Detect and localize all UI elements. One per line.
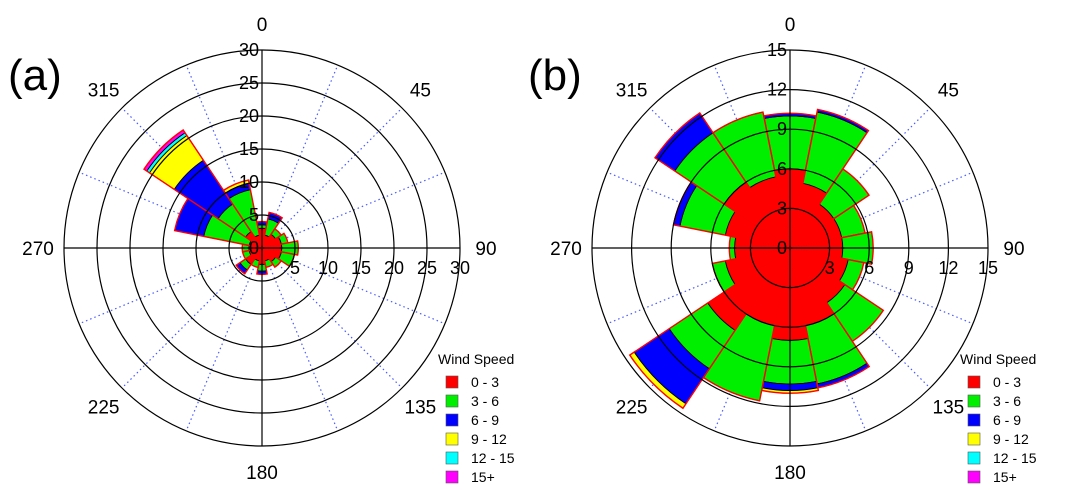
- ring-label-north: 15: [239, 139, 259, 159]
- legend-item-label: 3 - 6: [993, 393, 1021, 409]
- ring-label-north: 30: [239, 40, 259, 60]
- legend-item-label: 12 - 15: [993, 450, 1037, 466]
- sector-45-outline: [789, 168, 870, 249]
- legend-item-label: 15+: [993, 469, 1017, 485]
- sector-315-outline: [654, 112, 791, 249]
- panel-label-b: (b): [528, 51, 582, 100]
- legend-item-label: 6 - 9: [993, 412, 1021, 428]
- ring-label-east: 9: [904, 258, 914, 278]
- sector-22.5-outline: [261, 211, 284, 249]
- direction-label-270: 270: [550, 239, 582, 260]
- ring-label-east: 6: [864, 258, 874, 278]
- legend-swatch: [445, 375, 459, 389]
- sector-337.5-outline: [222, 179, 263, 249]
- ring-label-north: 10: [239, 172, 259, 192]
- sector-337.5-outline: [712, 111, 791, 249]
- direction-label-315: 315: [88, 81, 120, 102]
- direction-label-45: 45: [938, 81, 959, 102]
- ring-label-east: 5: [290, 258, 300, 278]
- sector-225-outline: [235, 247, 263, 275]
- windrose-panel-a: 0 5 5 10 10 15 15 20 20 25 25 30 30 0 45 90 135 180 225 270…: [8, 15, 515, 485]
- ring-label-east: 10: [318, 258, 338, 278]
- direction-label-270: 270: [22, 239, 54, 260]
- sector-22.5-outline: [789, 108, 870, 249]
- legend-title: Wind Speed: [960, 351, 1036, 367]
- legend-swatch: [967, 432, 981, 446]
- ring-label-north: 9: [777, 119, 787, 139]
- ring-label-east: 12: [938, 258, 958, 278]
- legend-item-label: 9 - 12: [993, 431, 1029, 447]
- direction-label-225: 225: [616, 397, 648, 418]
- ring-label-east: 20: [384, 258, 404, 278]
- ring-label-north: 3: [777, 198, 787, 218]
- legend-swatch: [445, 413, 459, 427]
- legend-swatch: [445, 451, 459, 465]
- ring-label-north: 15: [767, 40, 787, 60]
- direction-label-90: 90: [1003, 239, 1024, 260]
- legend-item-label: 6 - 9: [471, 412, 499, 428]
- legend-swatch: [445, 470, 459, 484]
- direction-label-45: 45: [410, 81, 431, 102]
- ring-label-east: 30: [450, 258, 470, 278]
- direction-label-135: 135: [405, 397, 437, 418]
- legend-title: Wind Speed: [438, 351, 514, 367]
- ring-label-north: 5: [249, 205, 259, 225]
- sector-135-outline: [261, 247, 283, 269]
- ring-label-north: 6: [777, 159, 787, 179]
- ring-label-north: 0: [249, 238, 259, 258]
- legend-item-label: 9 - 12: [471, 431, 507, 447]
- ring-label-north: 25: [239, 73, 259, 93]
- ring-label-east: 3: [825, 258, 835, 278]
- legend-item-label: 3 - 6: [471, 393, 499, 409]
- direction-label-225: 225: [88, 397, 120, 418]
- direction-label-90: 90: [475, 239, 496, 260]
- legend-swatch: [967, 394, 981, 408]
- legend-swatch: [967, 451, 981, 465]
- legend-item-label: 15+: [471, 469, 495, 485]
- direction-label-180: 180: [774, 463, 806, 484]
- panel-label-a: (a): [8, 51, 62, 100]
- ring-label-north: 0: [777, 238, 787, 258]
- ring-label-north: 12: [767, 80, 787, 100]
- direction-label-180: 180: [246, 463, 278, 484]
- legend-swatch: [967, 413, 981, 427]
- ring-label-east: 15: [978, 258, 998, 278]
- ring-label-east: 25: [417, 258, 437, 278]
- legend-swatch: [445, 432, 459, 446]
- legend-swatch: [445, 394, 459, 408]
- direction-label-315: 315: [616, 81, 648, 102]
- legend-item-label: 0 - 3: [471, 374, 499, 390]
- direction-label-0: 0: [257, 15, 268, 36]
- legend-item-label: 0 - 3: [993, 374, 1021, 390]
- direction-label-0: 0: [785, 15, 796, 36]
- sector-315-outline: [143, 129, 263, 249]
- legend-swatch: [967, 470, 981, 484]
- sector-225-outline: [628, 247, 791, 410]
- direction-label-135: 135: [933, 397, 965, 418]
- legend-item-label: 12 - 15: [471, 450, 515, 466]
- legend-swatch: [967, 375, 981, 389]
- ring-label-north: 20: [239, 106, 259, 126]
- ring-label-east: 15: [351, 258, 371, 278]
